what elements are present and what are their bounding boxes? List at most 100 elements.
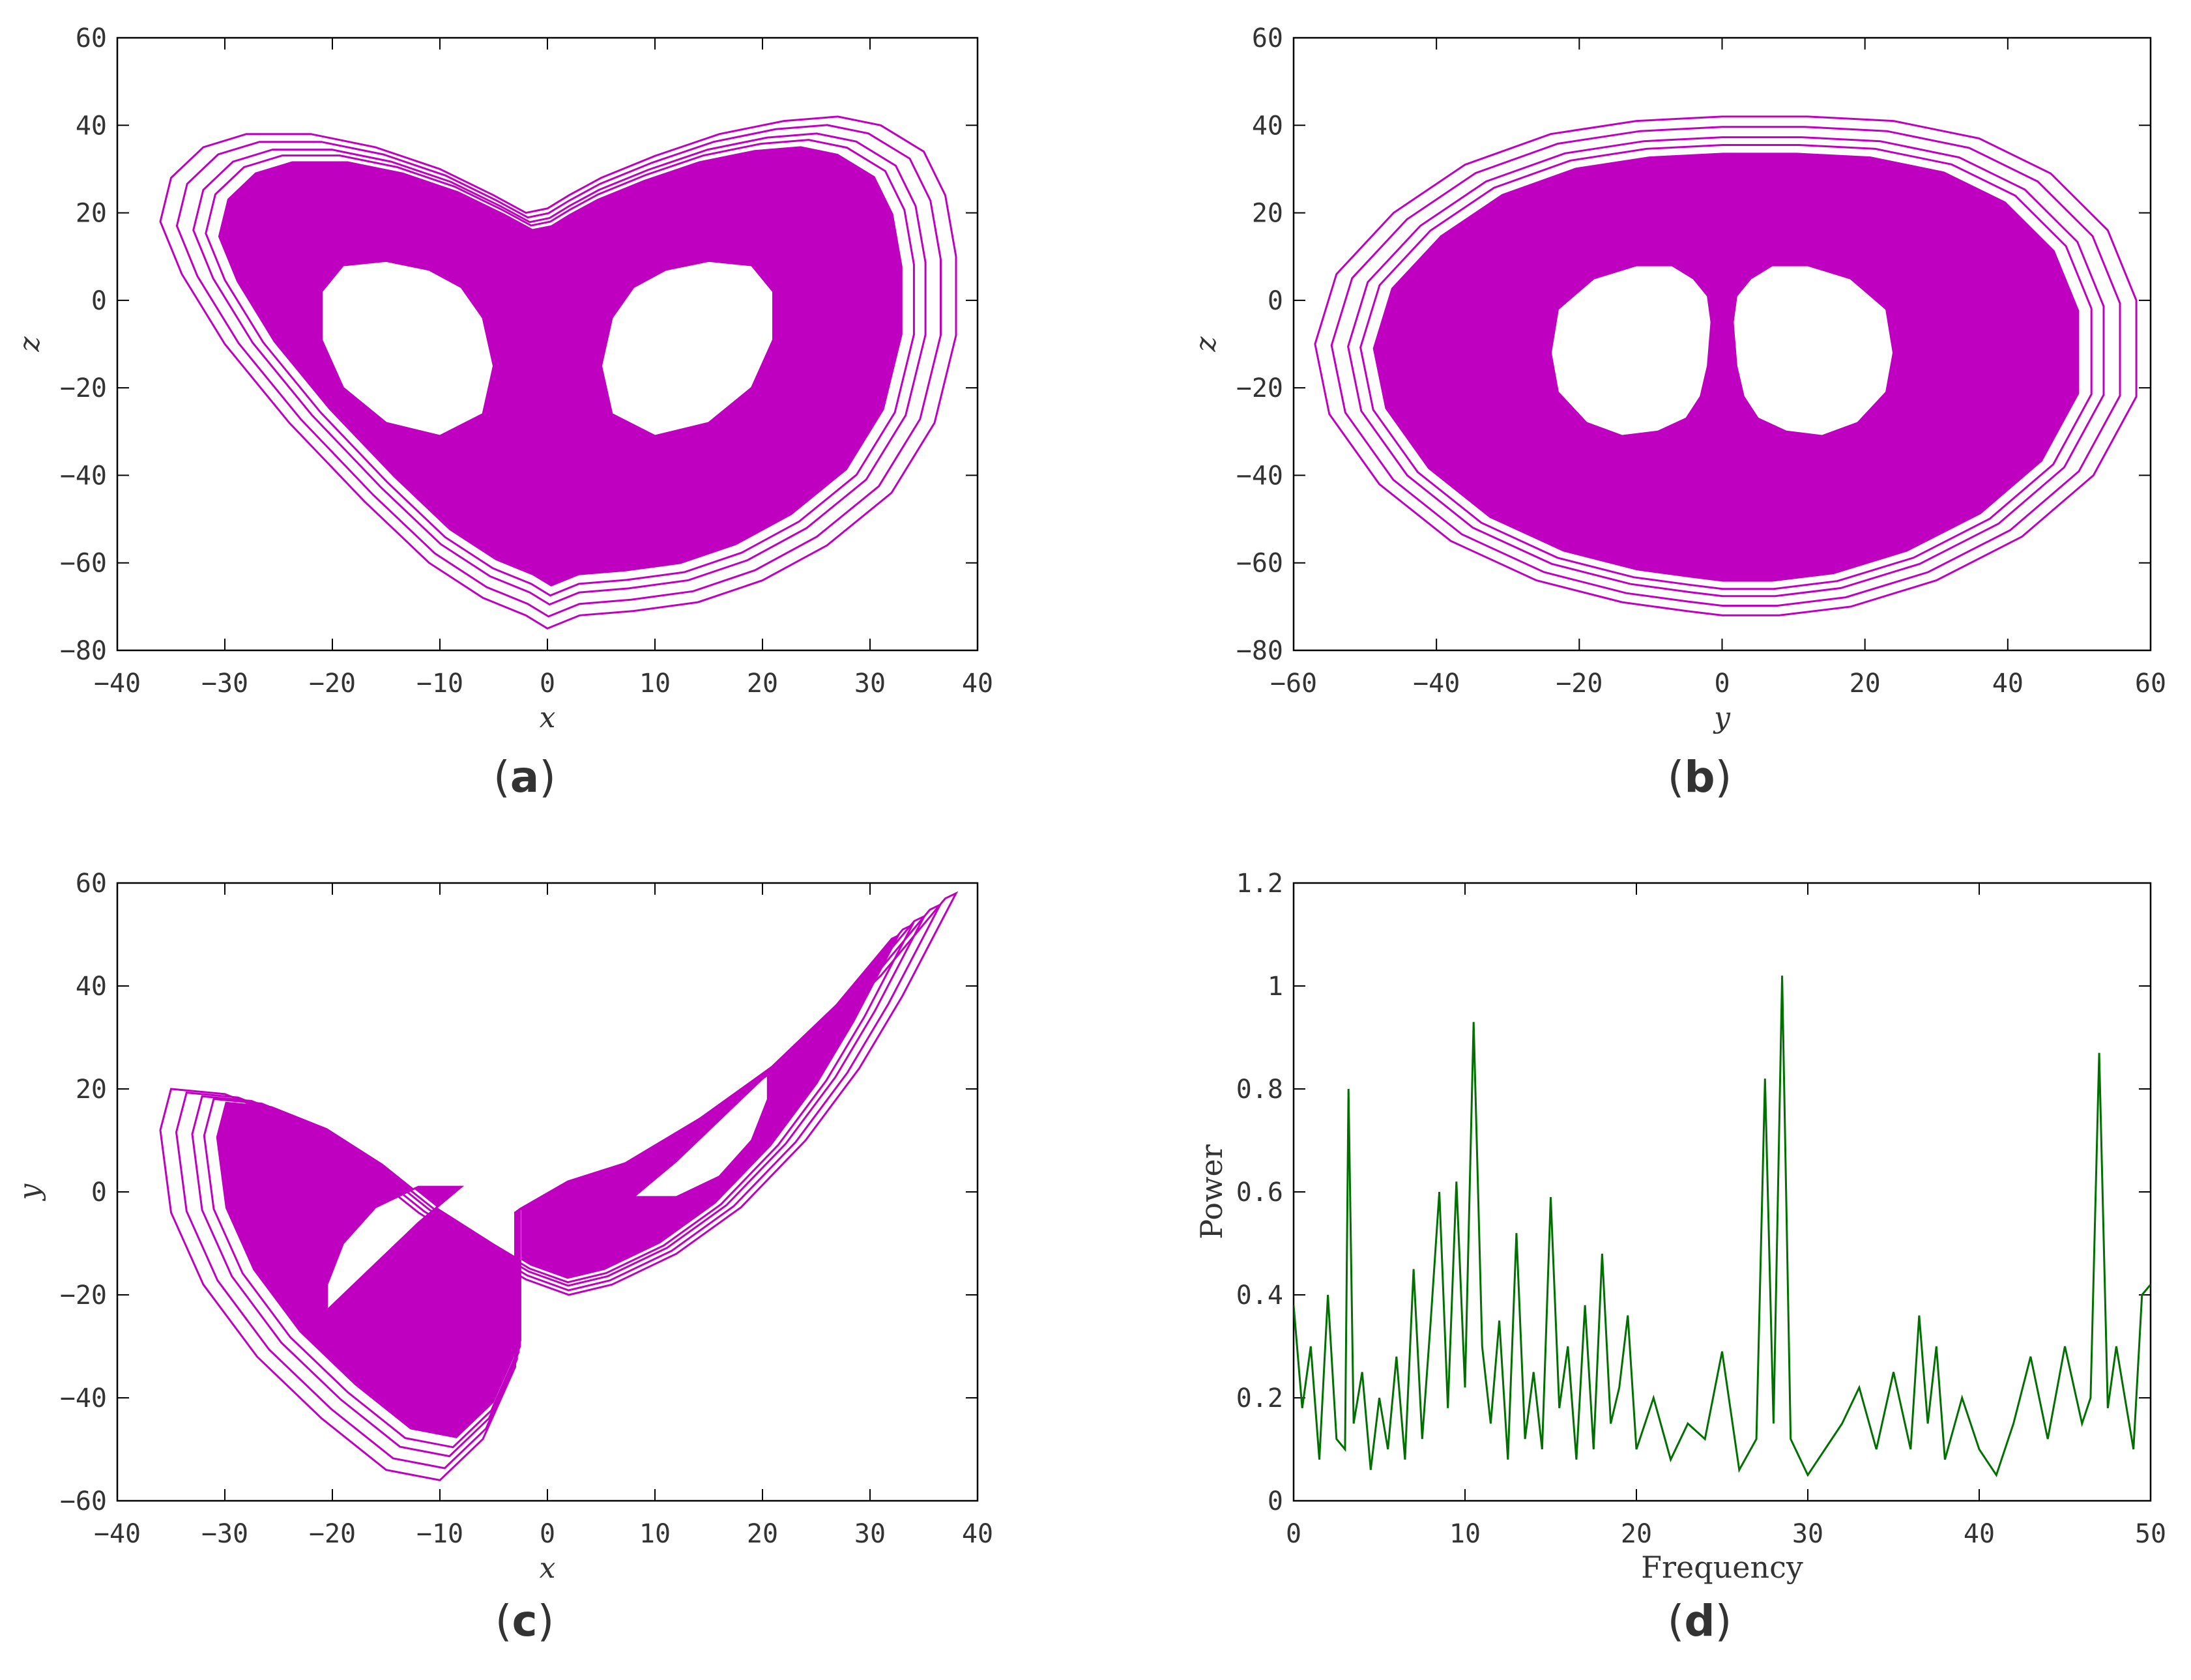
attractor-dense-band [218,146,903,587]
series-lower-hole [326,1185,465,1313]
x-tick-label: 10 [1449,1519,1481,1549]
panel-caption: (b) [1668,752,1732,802]
x-tick-label: 60 [2135,669,2166,699]
x-tick-label: −20 [309,1519,356,1549]
x-tick-label: 10 [639,1519,671,1549]
x-tick-label: 20 [747,669,778,699]
series-outer-loop [159,891,959,1482]
x-tick-label: −40 [94,1519,141,1549]
y-tick-label: 0 [91,1178,107,1208]
y-tick-label: 1 [1268,972,1283,1002]
y-tick-label: −20 [60,1281,107,1311]
x-tick-label: −40 [94,669,141,699]
series-outer-loop-1 [175,124,942,618]
series-outer-loop [1314,115,2138,616]
x-tick-label: 0 [1714,669,1730,699]
attractor-dense-band [216,933,901,1438]
y-tick-label: 20 [1252,199,1283,229]
y-tick-label: 60 [76,869,107,899]
plot-frame [1292,882,2152,1502]
series-outer-loop-2 [192,132,927,606]
y-tick-label: 0.8 [1236,1075,1283,1105]
x-tick-label: 30 [1792,1519,1823,1549]
x-tick-label: −10 [416,1519,463,1549]
x-axis-label: x [540,1552,556,1585]
y-axis-label: Power [1194,1144,1229,1239]
attractor-dense-band [1372,152,2080,582]
y-tick-label: 0.6 [1236,1178,1283,1208]
x-tick-label: 20 [1621,1519,1652,1549]
series-outer-loop-2 [1347,136,2105,598]
x-tick-label: 30 [854,1519,886,1549]
panel-caption: (c) [495,1596,555,1646]
x-tick-label: 0 [540,1519,555,1549]
plot-area [159,891,959,1482]
x-tick-label: 10 [639,669,671,699]
x-tick-label: −60 [1270,669,1317,699]
y-tick-label: 40 [76,111,107,141]
x-tick-label: 0 [540,669,555,699]
series-power-spectrum [1294,976,2151,1477]
y-tick-label: 0.4 [1236,1281,1283,1311]
panel-d: 0 10 20 30 40 50 0 0.2 0.4 0.6 0.8 1 1.2 Frequency Pow… [1194,869,2166,1646]
x-tick-label: −20 [309,669,356,699]
y-axis-label: z [1189,336,1223,353]
y-tick-label: −60 [1236,549,1283,579]
x-tick-label: 40 [962,669,993,699]
x-tick-label: −20 [1556,669,1603,699]
y-tick-label: 60 [76,23,107,53]
x-axis-label: x [540,701,556,734]
y-tick-label: 40 [1252,111,1283,141]
x-tick-label: 40 [1964,1519,1995,1549]
series-left-hole [321,259,495,437]
y-tick-label: 0.2 [1236,1383,1283,1413]
y-tick-label: −20 [1236,373,1283,403]
y-tick-label: −80 [1236,636,1283,666]
series-right-hole [1732,264,1895,437]
panel-a: −40 −30 −20 −10 0 10 20 30 40 −80 −60 −40 −20 0 20 40 60… [13,23,993,802]
y-tick-label: −60 [60,549,107,579]
y-tick-label: −60 [60,1486,107,1516]
x-tick-label: −10 [416,669,463,699]
plot-area [159,115,957,630]
plot-area [1294,976,2151,1477]
plot-area [1314,115,2138,616]
x-tick-label: 20 [747,1519,778,1549]
y-tick-label: −40 [1236,461,1283,491]
x-tick-label: 0 [1286,1519,1301,1549]
series-right-hole [600,259,774,437]
x-axis-label: y [1713,701,1731,734]
series-outer-loop-3 [203,923,915,1449]
y-tick-label: 0 [1268,286,1283,316]
x-tick-label: 40 [1992,669,2024,699]
series-outer-loop [159,115,957,630]
y-tick-label: −40 [60,1383,107,1413]
x-tick-label: −40 [1413,669,1460,699]
y-axis-label: y [13,1183,46,1201]
y-tick-label: −20 [60,373,107,403]
x-tick-label: 20 [1850,669,1881,699]
x-axis-label: Frequency [1641,1550,1803,1585]
series-outer-loop-3 [1359,144,2093,590]
series-outer-loop-1 [1330,126,2121,607]
y-axis-label: z [13,336,46,353]
series-upper-hole [630,1071,769,1198]
y-tick-label: 40 [76,972,107,1002]
y-tick-label: 0 [91,286,107,316]
x-tick-label: 40 [962,1519,993,1549]
y-tick-label: 0 [1268,1486,1283,1516]
series-outer-loop-1 [175,903,943,1470]
y-tick-label: 20 [76,1075,107,1105]
y-tick-label: 1.2 [1236,869,1283,899]
y-tick-label: 20 [76,199,107,229]
y-tick-label: −40 [60,461,107,491]
series-left-hole [1549,264,1713,437]
y-tick-label: 60 [1252,23,1283,53]
x-tick-label: −30 [201,1519,248,1549]
series-outer-loop-2 [191,914,927,1458]
series-outer-loop-3 [205,139,915,597]
panel-c: −40 −30 −20 −10 0 10 20 30 40−60−40−200204060xy(… [13,869,993,1646]
x-tick-label: 30 [854,669,886,699]
